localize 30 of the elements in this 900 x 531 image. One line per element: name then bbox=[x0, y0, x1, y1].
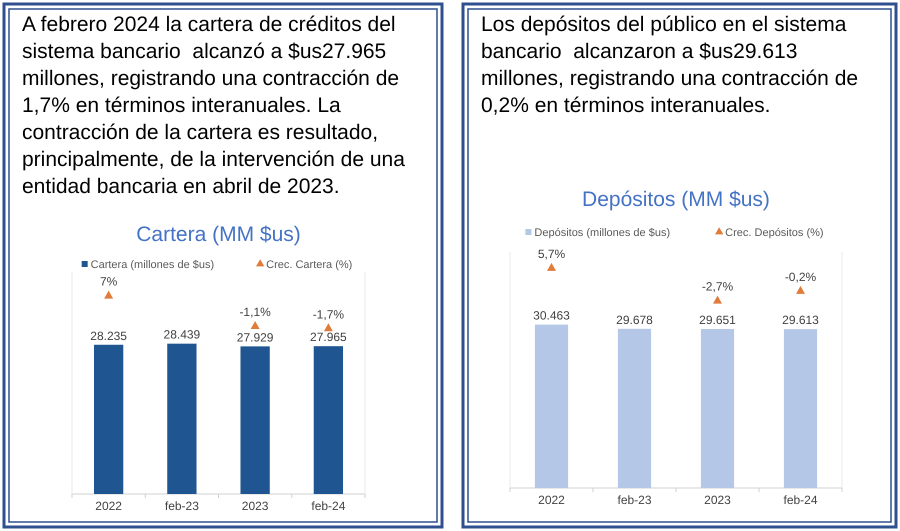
x-tick-label: feb-24 bbox=[783, 493, 818, 507]
data-label: 7% bbox=[100, 274, 118, 289]
data-label: -0,2% bbox=[784, 270, 816, 284]
x-tick-label: feb-24 bbox=[311, 499, 346, 513]
data-label: 28.235 bbox=[90, 328, 128, 343]
x-tick-label: 2022 bbox=[538, 493, 566, 507]
data-label: 5,7% bbox=[538, 246, 566, 261]
chart-title: Cartera (MM $us) bbox=[136, 223, 301, 246]
data-label: 27.965 bbox=[310, 330, 348, 344]
x-tick-label: feb-23 bbox=[164, 499, 200, 513]
legend-label: Crec. Cartera (%) bbox=[266, 259, 352, 271]
x-tick-label: 2023 bbox=[704, 493, 732, 507]
data-label: 30.463 bbox=[533, 308, 570, 323]
data-label: 29.678 bbox=[616, 312, 654, 327]
legend-label: Depósitos (millones de $us) bbox=[534, 227, 670, 239]
data-label: 28.439 bbox=[164, 328, 201, 342]
text: Los depósitos del público en el sistema bancario alcanzaron a $us29.613 millones, registrando una contracción de 0,2% en términos interanuales. bbox=[481, 13, 858, 117]
data-label: -1,1% bbox=[239, 305, 272, 320]
chart-title: Depósitos (MM $us) bbox=[582, 188, 770, 211]
data-label: 29.613 bbox=[782, 313, 820, 328]
text: A febrero 2024 la cartera de créditos del sistema bancario alcanzó a $us27.965 millones, registrando una contracción de 1,7% en términos interanuales. La contracción de la cartera es resultado, principalmente, de la intervención de una entidad bancaria en abril de 2023. bbox=[22, 13, 406, 198]
data-label: -1,7% bbox=[312, 307, 344, 322]
data-label: 27.929 bbox=[236, 330, 274, 344]
x-tick-label: 2022 bbox=[95, 499, 122, 513]
legend-label: Cartera (millones de $us) bbox=[90, 259, 214, 271]
x-tick-label: 2023 bbox=[242, 499, 269, 513]
x-tick-label: feb-23 bbox=[617, 493, 652, 507]
data-label: -2,7% bbox=[702, 280, 734, 294]
data-label: 29.651 bbox=[699, 312, 736, 327]
legend-label: Crec. Depósitos (%) bbox=[725, 227, 824, 239]
